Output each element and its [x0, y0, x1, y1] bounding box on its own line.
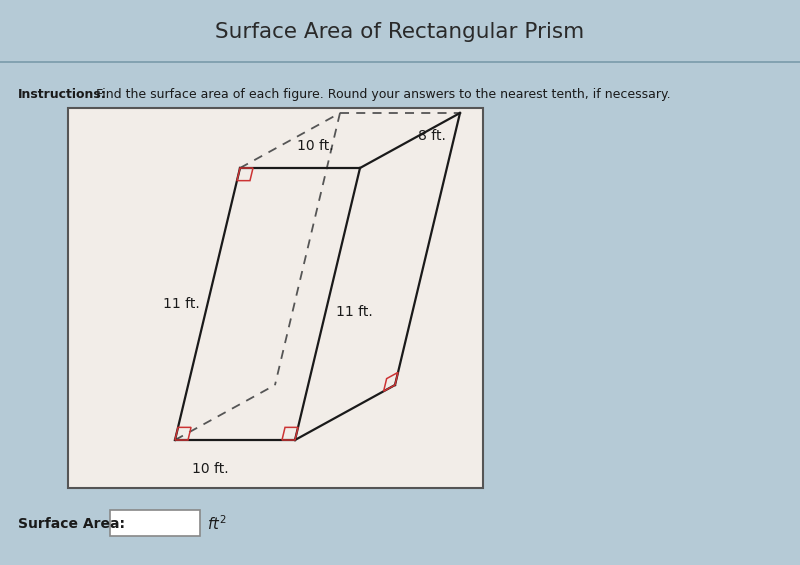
Text: 11 ft.: 11 ft.	[335, 305, 372, 319]
Text: 11 ft.: 11 ft.	[162, 297, 199, 311]
Text: Surface Area:: Surface Area:	[18, 517, 125, 531]
Bar	[110, 510, 200, 536]
Text: 10 ft.: 10 ft.	[297, 139, 334, 153]
Text: 8 ft.: 8 ft.	[418, 129, 446, 144]
Text: $ft^2$: $ft^2$	[207, 515, 226, 533]
Text: Surface Area of Rectangular Prism: Surface Area of Rectangular Prism	[215, 22, 585, 42]
Bar	[68, 108, 483, 488]
Text: Instructions:: Instructions:	[18, 88, 106, 101]
Text: 10 ft.: 10 ft.	[192, 462, 228, 476]
Text: Find the surface area of each figure. Round your answers to the nearest tenth, i: Find the surface area of each figure. Ro…	[92, 88, 670, 101]
